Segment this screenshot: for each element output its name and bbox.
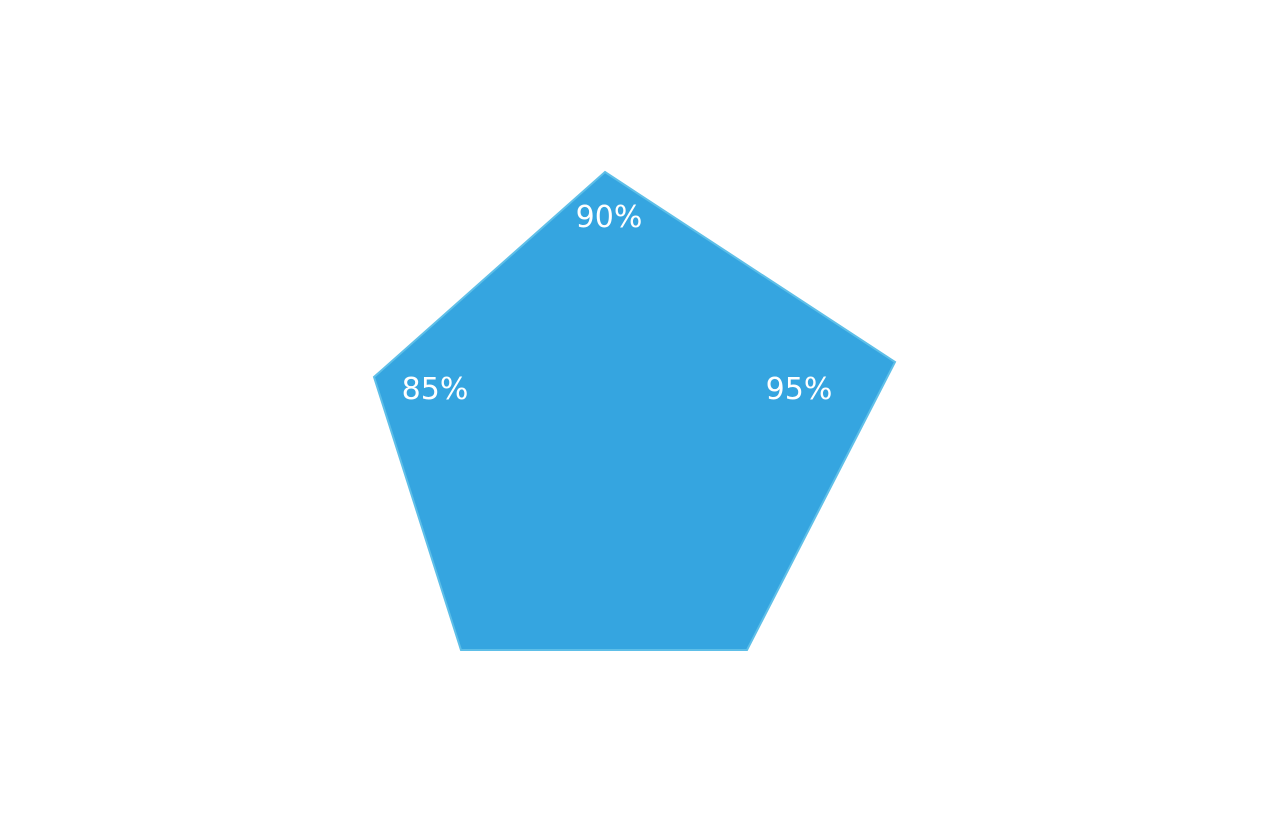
data-label-top: 90% [576,200,643,235]
pentagon-area [372,170,897,651]
data-label-left: 85% [402,372,469,407]
data-label-right: 95% [766,372,833,407]
